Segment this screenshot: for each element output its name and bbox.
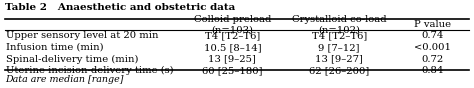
Text: 62 [26–200]: 62 [26–200] [309,66,369,75]
Text: 0.84: 0.84 [421,66,443,75]
Text: Colloid preload
(n=103): Colloid preload (n=103) [194,15,271,34]
Text: Upper sensory level at 20 min: Upper sensory level at 20 min [6,31,158,40]
Text: T4 [T2–T6]: T4 [T2–T6] [311,31,367,40]
Text: Table 2   Anaesthetic and obstetric data: Table 2 Anaesthetic and obstetric data [5,3,235,12]
Text: 60 [25–180]: 60 [25–180] [202,66,263,75]
Text: <0.001: <0.001 [414,43,451,52]
Text: 0.72: 0.72 [421,55,443,64]
Text: 13 [9–27]: 13 [9–27] [315,55,363,64]
Text: Data are median [range]: Data are median [range] [5,76,123,84]
Text: 13 [9–25]: 13 [9–25] [209,55,256,64]
Text: 0.74: 0.74 [421,31,443,40]
Text: Uterine incision-delivery time (s): Uterine incision-delivery time (s) [6,66,173,75]
Text: Spinal-delivery time (min): Spinal-delivery time (min) [6,55,138,64]
Text: Infusion time (min): Infusion time (min) [6,43,103,52]
Text: 9 [7–12]: 9 [7–12] [319,43,360,52]
Text: 10.5 [8–14]: 10.5 [8–14] [203,43,261,52]
Text: T4 [T2–T6]: T4 [T2–T6] [205,31,260,40]
Text: P value: P value [413,20,451,29]
Text: Crystalloid co-load
(n=102): Crystalloid co-load (n=102) [292,15,386,34]
